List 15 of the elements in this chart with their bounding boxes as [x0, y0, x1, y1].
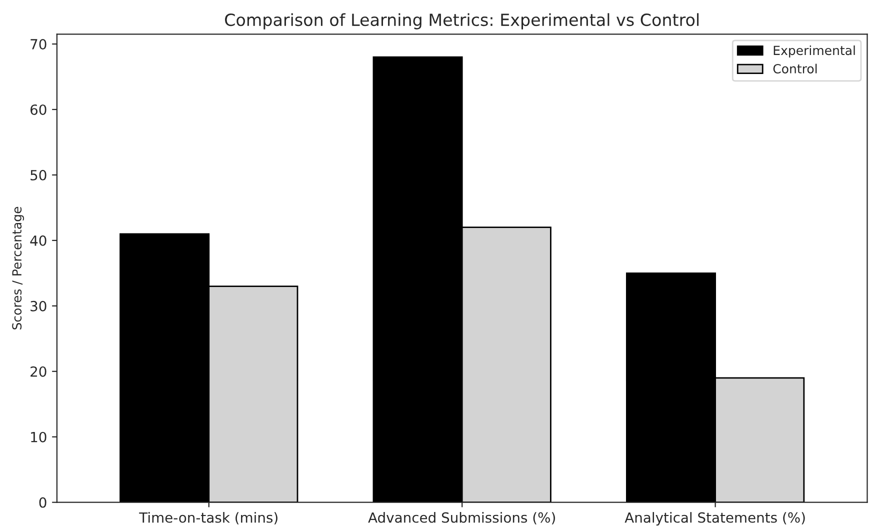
x-tick-label: Time-on-task (mins)	[139, 512, 278, 524]
chart-title: Comparison of Learning Metrics: Experimental vs Control	[225, 13, 699, 30]
x-tick-label: Analytical Statements (%)	[624, 512, 805, 526]
y-axis-title: Scores / Percentage	[12, 206, 24, 330]
y-tick-label: 30	[30, 300, 46, 312]
y-tick-label: 40	[30, 235, 46, 246]
y-tick-label: 50	[30, 170, 46, 180]
legend-label: Control	[773, 64, 817, 74]
legend-label: Experimental	[774, 45, 855, 58]
x-tick-label: Advanced Submissions (%)	[368, 512, 555, 524]
y-tick-label: 0	[39, 497, 46, 508]
y-tick-label: 60	[30, 104, 46, 115]
y-tick-label: 10	[31, 432, 46, 442]
y-tick-label: 70	[30, 38, 46, 50]
y-tick-label: 20	[30, 366, 46, 377]
